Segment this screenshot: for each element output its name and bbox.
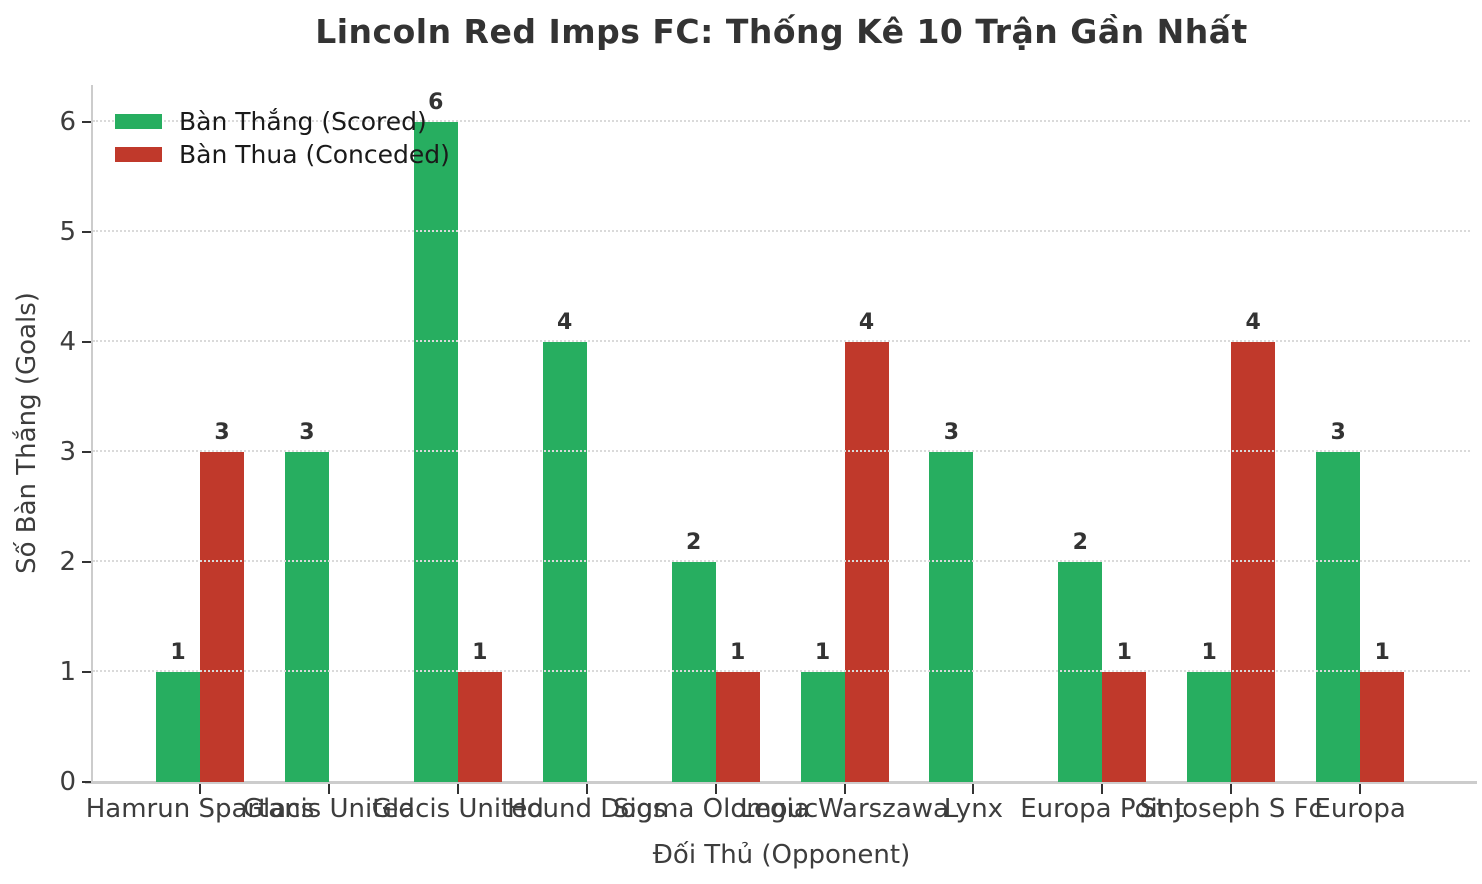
plot-area: 1 3 3 6 1 4 2 1 1 4 3 2 1 1 4 3 1 <box>93 85 1470 782</box>
y-tick-mark <box>82 231 91 233</box>
gridline-y-2 <box>93 560 1470 562</box>
gridline-y-6 <box>93 120 1470 122</box>
y-tick-label: 0 <box>59 767 76 797</box>
bar-value-label: 4 <box>1245 310 1261 335</box>
x-tick-mark <box>714 784 717 794</box>
legend-swatch-conceded-icon <box>115 147 162 162</box>
bar-value-label: 6 <box>428 90 444 115</box>
y-tick-label: 6 <box>59 107 76 137</box>
x-tick-mark <box>1101 784 1104 794</box>
bar-value-label: 3 <box>214 420 230 445</box>
bar-value-label: 2 <box>685 530 702 555</box>
x-tick-mark <box>972 784 975 794</box>
x-tick-label-hound-dogs: Hound Dogs <box>507 794 667 824</box>
bar-conceded-legia-warszawa <box>844 342 889 782</box>
x-tick-mark <box>843 784 846 794</box>
legend-item-conceded: Bàn Thua (Conceded) <box>115 140 450 169</box>
gridline-y-3 <box>93 450 1470 452</box>
y-tick-label: 4 <box>59 327 76 357</box>
y-tick-mark <box>82 671 91 673</box>
x-tick-mark <box>1230 784 1233 794</box>
legend-label-scored: Bàn Thắng (Scored) <box>179 107 427 136</box>
gridline-y-4 <box>93 340 1470 342</box>
bar-conceded-hamrun-spartans <box>200 452 244 782</box>
bar-conceded-st-joseph-s-fc <box>1231 342 1276 782</box>
bar-conceded-glacis-united <box>457 672 502 782</box>
bar-scored-hound-dogs <box>542 342 587 782</box>
bar-value-label: 1 <box>729 640 746 665</box>
y-tick-mark <box>82 121 91 123</box>
y-tick-label: 1 <box>59 657 76 687</box>
x-tick-label-hamrun-spartans: Hamrun Spartans <box>85 794 315 824</box>
bar-value-label: 1 <box>1116 640 1132 665</box>
bar-value-label: 1 <box>1201 640 1217 665</box>
y-tick-mark <box>82 781 91 783</box>
bar-value-label: 4 <box>557 310 573 335</box>
bar-conceded-sigma-olomouc <box>715 672 760 782</box>
bar-value-label: 3 <box>299 420 315 445</box>
bar-conceded-europa <box>1360 672 1405 782</box>
bar-value-label: 4 <box>858 310 875 335</box>
x-tick-mark <box>327 784 330 794</box>
bar-scored-lynx <box>929 452 974 782</box>
y-tick-label: 2 <box>59 547 76 577</box>
bar-value-label: 2 <box>1072 530 1088 555</box>
x-tick-label-europa-point: Europa Point <box>1020 794 1185 824</box>
x-tick-label-glacis-united: Glacis United <box>242 794 415 824</box>
legend-label-conceded: Bàn Thua (Conceded) <box>179 140 450 169</box>
x-tick-label-lynx: Lynx <box>943 794 1004 824</box>
bar-value-label: 3 <box>943 420 960 445</box>
y-tick-label: 3 <box>59 437 76 467</box>
gridline-y-1 <box>93 670 1470 672</box>
legend: Bàn Thắng (Scored) Bàn Thua (Conceded) <box>115 107 450 176</box>
bar-scored-legia-warszawa <box>800 672 845 782</box>
y-tick-label: 5 <box>59 217 76 247</box>
bar-scored-glacis-united <box>413 122 458 782</box>
x-axis-line <box>85 781 1477 784</box>
chart-title: Lincoln Red Imps FC: Thống Kê 10 Trận Gầ… <box>315 12 1248 51</box>
x-tick-mark <box>585 784 588 794</box>
x-tick-label-europa: Europa <box>1314 794 1406 824</box>
x-tick-mark <box>456 784 459 794</box>
bar-scored-hamrun-spartans <box>156 672 200 782</box>
y-tick-mark <box>82 561 91 563</box>
bar-conceded-europa-point <box>1102 672 1147 782</box>
bar-scored-europa <box>1316 452 1361 782</box>
x-tick-label-legia-warszawa: Legia Warszawa <box>740 794 949 824</box>
bar-scored-sigma-olomouc <box>671 562 716 782</box>
x-axis-title: Đối Thủ (Opponent) <box>652 840 911 870</box>
bar-value-label: 1 <box>814 640 831 665</box>
bar-value-label: 1 <box>170 640 186 665</box>
x-tick-label-st-joseph-s-fc: St Joseph S Fc <box>1139 794 1323 824</box>
legend-item-scored: Bàn Thắng (Scored) <box>115 107 450 136</box>
bar-scored-glacis-united <box>284 452 329 782</box>
y-axis-spine <box>91 85 93 782</box>
legend-swatch-scored-icon <box>115 114 162 129</box>
bar-scored-st-joseph-s-fc <box>1187 672 1232 782</box>
bar-value-label: 1 <box>1374 640 1390 665</box>
y-axis-title: Số Bàn Thắng (Goals) <box>12 292 42 574</box>
x-tick-mark <box>1359 784 1362 794</box>
bar-value-label: 1 <box>472 640 488 665</box>
x-tick-label-glacis-united: Glacis United <box>371 794 544 824</box>
x-tick-label-sigma-olomouc: Sigma Olomouc <box>612 794 819 824</box>
bar-scored-europa-point <box>1058 562 1103 782</box>
y-tick-mark <box>82 341 91 343</box>
gridline-y-5 <box>93 230 1470 232</box>
bar-value-label: 3 <box>1330 420 1346 445</box>
x-tick-mark <box>199 784 201 794</box>
y-tick-mark <box>82 451 91 453</box>
